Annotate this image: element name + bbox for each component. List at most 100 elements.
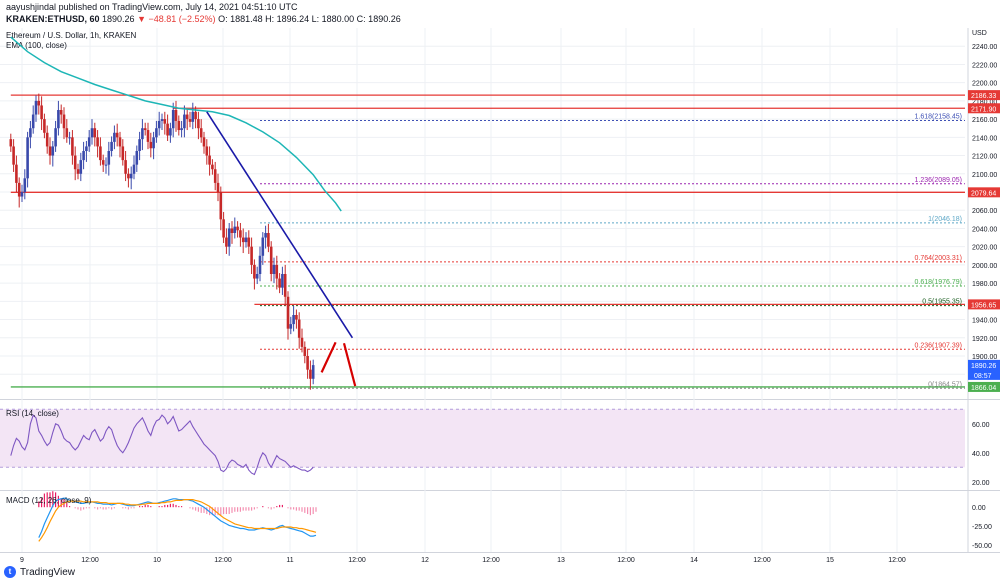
candle-body bbox=[233, 226, 237, 233]
price-tick-label: 2060.00 bbox=[972, 208, 997, 215]
rsi-line bbox=[10, 414, 314, 476]
price-axis-badge-value: 2079.64 bbox=[971, 190, 996, 197]
candle-body bbox=[269, 246, 273, 274]
price-tick-label: 2220.00 bbox=[972, 62, 997, 69]
fibonacci-level-label: 1.618(2158.45) bbox=[915, 114, 962, 121]
price-tick-label: 2120.00 bbox=[972, 154, 997, 161]
candle-body bbox=[311, 365, 315, 379]
candle-body bbox=[48, 146, 52, 156]
candle-body bbox=[132, 164, 136, 174]
price-tick-label: 1920.00 bbox=[972, 336, 997, 343]
candle-body bbox=[152, 137, 155, 149]
rsi-title: RSI (14, close) bbox=[6, 409, 59, 418]
price-panel bbox=[0, 28, 965, 397]
candle-body bbox=[303, 346, 307, 356]
currency-label: USD bbox=[972, 30, 987, 37]
price-axis-badge-value: 2186.33 bbox=[971, 93, 996, 100]
candle-body bbox=[241, 237, 245, 243]
candle-body bbox=[174, 110, 178, 121]
candle-body bbox=[275, 264, 279, 279]
candle-body bbox=[76, 169, 80, 174]
publish-line: aayushjindal published on TradingView.co… bbox=[6, 2, 298, 12]
candle-body bbox=[297, 319, 301, 338]
candle-body bbox=[163, 119, 167, 124]
candle-body bbox=[239, 230, 242, 238]
candle-body bbox=[149, 141, 153, 149]
time-tick-label: 13 bbox=[557, 557, 565, 564]
author-name[interactable]: aayushjindal bbox=[6, 2, 57, 12]
price-axis-badge-value: 1956.65 bbox=[971, 302, 996, 309]
candle-body bbox=[219, 192, 223, 220]
candle-body bbox=[43, 119, 46, 133]
candle-body bbox=[197, 119, 200, 129]
candle-body bbox=[236, 226, 239, 231]
candle-body bbox=[68, 137, 71, 139]
candle-body bbox=[54, 128, 57, 147]
candle-body bbox=[45, 132, 49, 147]
candle-body bbox=[138, 139, 141, 151]
rsi-tick-label: 40.00 bbox=[972, 451, 990, 458]
candle-body bbox=[65, 128, 69, 138]
candle-body bbox=[261, 237, 265, 256]
chart-title: Ethereum / U.S. Dollar, 1h, KRAKEN bbox=[6, 31, 136, 40]
candle-body bbox=[267, 233, 270, 247]
candle-body bbox=[143, 128, 147, 131]
price-tick-label: 2000.00 bbox=[972, 263, 997, 270]
fibonacci-level-label: 1.236(2089.05) bbox=[915, 177, 962, 184]
price-tick-label: 1980.00 bbox=[972, 281, 997, 288]
candle-body bbox=[225, 237, 228, 247]
candle-body bbox=[166, 123, 169, 136]
candle-body bbox=[194, 111, 197, 120]
candle-body bbox=[104, 164, 108, 166]
candle-body bbox=[85, 146, 88, 151]
time-tick-label: 12:00 bbox=[753, 557, 771, 564]
symbol-label: KRAKEN:ETHUSD, 60 bbox=[6, 14, 100, 24]
candle-body bbox=[9, 139, 13, 147]
candle-body bbox=[230, 228, 234, 233]
price-axis-badge bbox=[968, 381, 1000, 392]
candle-body bbox=[216, 182, 220, 192]
projection-arrow-down bbox=[342, 342, 357, 387]
candle-body bbox=[26, 137, 29, 179]
published-text: published on TradingView.com, July 14, 2… bbox=[58, 2, 298, 12]
candle-body bbox=[157, 120, 161, 129]
candle-body bbox=[115, 132, 119, 138]
candle-body bbox=[253, 264, 256, 279]
price-tick-label: 2140.00 bbox=[972, 135, 997, 142]
price-tick-label: 2240.00 bbox=[972, 44, 997, 51]
price-change: ▼ −48.81 (−2.52%) bbox=[137, 14, 216, 24]
countdown-label: 08:57 bbox=[974, 373, 992, 380]
price-tick-label: 2180.00 bbox=[972, 99, 997, 106]
fibonacci-level-label: 1(2046.18) bbox=[928, 216, 962, 223]
time-tick-label: 11 bbox=[286, 557, 293, 564]
macd-signal-line bbox=[38, 499, 317, 542]
rsi-band bbox=[0, 409, 965, 468]
candle-body bbox=[300, 337, 304, 347]
candle-body bbox=[107, 151, 111, 165]
price-axis-badge bbox=[968, 359, 1000, 380]
candle-body bbox=[127, 173, 130, 179]
candle-body bbox=[82, 151, 85, 161]
candle-body bbox=[57, 110, 60, 129]
candle-body bbox=[23, 178, 27, 192]
tradingview-logo-icon[interactable]: t bbox=[4, 566, 16, 578]
candle-body bbox=[110, 141, 113, 151]
candle-body bbox=[62, 114, 66, 129]
candle-body bbox=[129, 173, 133, 179]
footer-brand[interactable]: TradingView bbox=[20, 566, 76, 578]
candle-body bbox=[292, 315, 295, 325]
candle-body bbox=[96, 137, 99, 147]
candle-body bbox=[31, 114, 35, 129]
candle-body bbox=[185, 114, 189, 120]
last-price: 1890.26 bbox=[102, 14, 135, 24]
time-tick-label: 12:00 bbox=[617, 557, 635, 564]
time-tick-label: 10 bbox=[153, 557, 161, 564]
candle-body bbox=[124, 160, 127, 174]
price-axis-badge bbox=[968, 299, 1000, 310]
candle-body bbox=[99, 146, 102, 161]
candle-body bbox=[202, 137, 206, 147]
candle-body bbox=[177, 120, 181, 131]
time-tick-label: 12:00 bbox=[348, 557, 366, 564]
ema-line bbox=[10, 36, 342, 212]
